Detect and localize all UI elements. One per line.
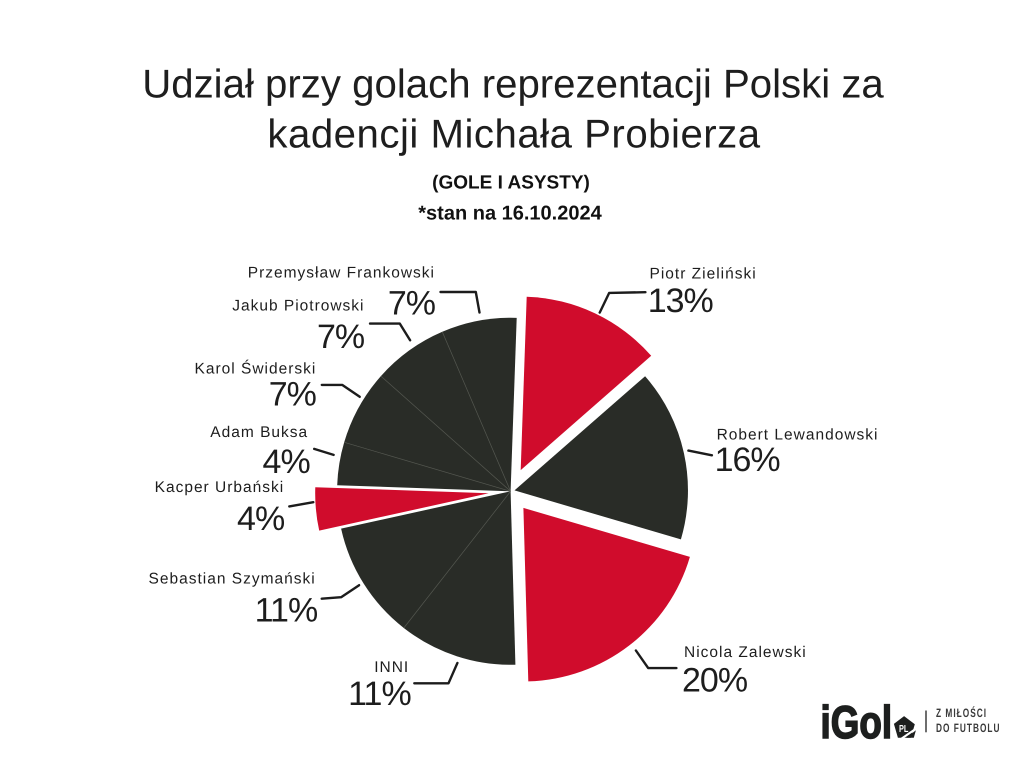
svg-text:7%: 7% [317,318,365,356]
svg-text:PL: PL [899,724,908,735]
svg-text:7%: 7% [269,376,317,414]
svg-text:Piotr Zieliński: Piotr Zieliński [650,266,757,283]
svg-text:4%: 4% [237,500,285,538]
svg-text:Nicola Zalewski: Nicola Zalewski [684,644,807,661]
svg-text:*stan na 16.10.2024: *stan na 16.10.2024 [418,203,602,225]
svg-text:11%: 11% [348,675,411,713]
svg-text:(GOLE I ASYSTY): (GOLE I ASYSTY) [432,173,590,194]
svg-text:Przemysław Frankowski: Przemysław Frankowski [248,265,435,282]
svg-text:4%: 4% [263,443,311,481]
svg-text:Jakub Piotrowski: Jakub Piotrowski [232,298,364,315]
svg-text:Udział przy golach reprezentac: Udział przy golach reprezentacji Polski … [142,62,884,107]
svg-text:16%: 16% [715,441,781,479]
svg-text:Kacper Urbański: Kacper Urbański [155,479,285,496]
svg-text:20%: 20% [682,662,748,700]
svg-text:DO FUTBOLU: DO FUTBOLU [936,721,1001,735]
svg-text:iGol: iGol [821,696,893,748]
svg-text:11%: 11% [255,591,318,629]
svg-text:13%: 13% [648,282,714,320]
svg-text:Adam Buksa: Adam Buksa [210,424,308,441]
svg-text:Z MIŁOŚCI: Z MIŁOŚCI [936,706,987,720]
svg-text:Sebastian Szymański: Sebastian Szymański [149,570,316,587]
svg-text:Karol Świderski: Karol Świderski [194,360,316,378]
svg-text:INNI: INNI [374,659,409,676]
svg-text:7%: 7% [388,285,436,323]
svg-text:kadencji Michała Probierza: kadencji Michała Probierza [267,112,760,157]
svg-text:Robert Lewandowski: Robert Lewandowski [717,427,879,444]
